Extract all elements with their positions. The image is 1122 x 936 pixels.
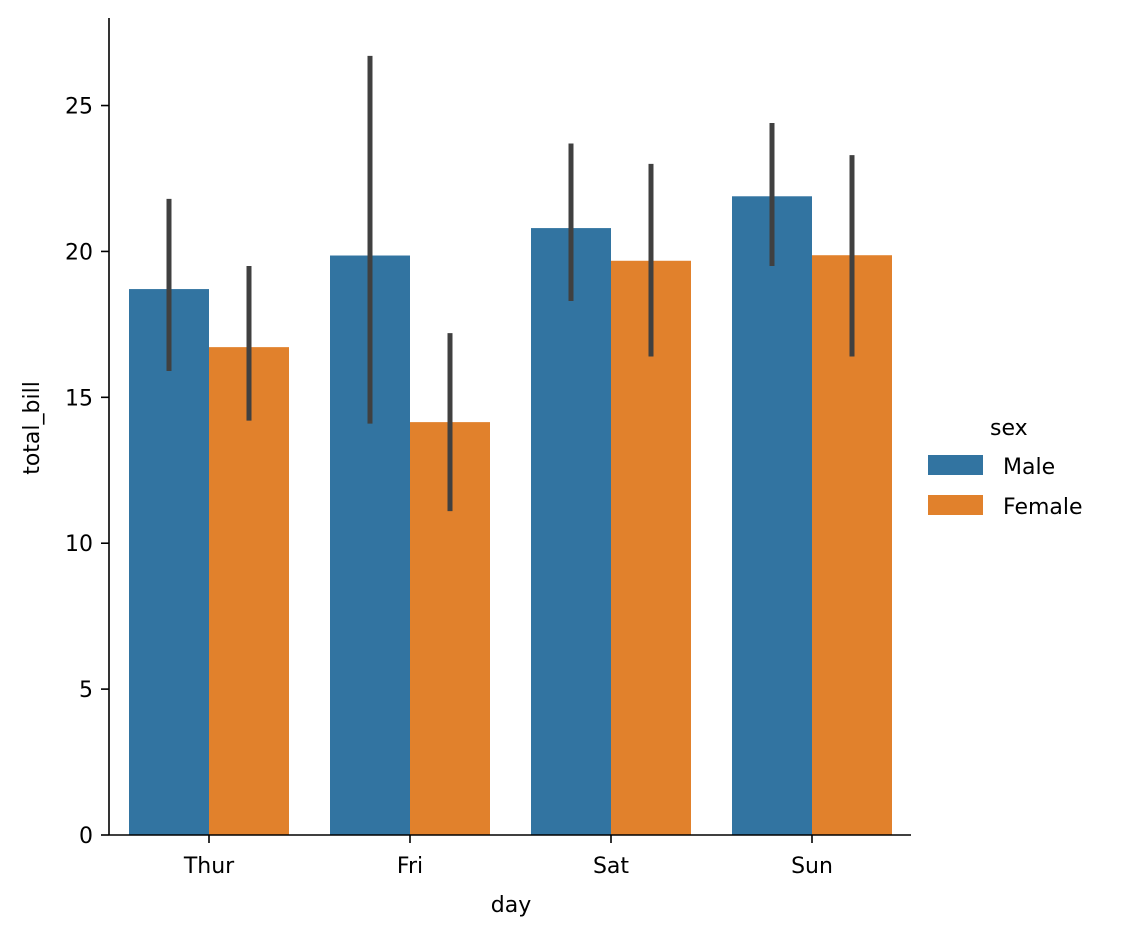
legend-items: Male Female <box>928 455 1083 520</box>
x-tick-label-sun: Sun <box>791 854 833 879</box>
axes-layer <box>108 18 911 836</box>
y-tick-label: 20 <box>65 240 93 265</box>
y-tick-label: 5 <box>79 678 93 703</box>
legend: sex Male Female <box>928 416 1083 520</box>
y-tick-label: 15 <box>65 386 93 411</box>
y-axis-title: total_bill <box>20 381 45 475</box>
legend-swatch-female <box>928 495 983 515</box>
bar-male-thur <box>129 289 209 835</box>
legend-title: sex <box>990 416 1028 441</box>
x-tick-label-sat: Sat <box>593 854 629 879</box>
bar-female-thur <box>209 347 289 835</box>
bar-male-sat <box>531 228 611 836</box>
bar-male-sun <box>732 196 812 835</box>
legend-swatch-male <box>928 455 983 475</box>
bars-layer <box>129 196 892 836</box>
x-tick-label-fri: Fri <box>397 854 423 879</box>
legend-label-female: Female <box>1003 495 1083 520</box>
y-tick-label: 10 <box>65 532 93 557</box>
errorbars-layer <box>166 55 855 512</box>
legend-label-male: Male <box>1003 455 1055 480</box>
y-tick-label: 25 <box>65 95 93 120</box>
x-tick-label-thur: Thur <box>183 854 235 879</box>
x-axis-title: day <box>491 893 531 918</box>
y-tick-label: 0 <box>79 824 93 849</box>
ticks-layer: 0 5 10 15 20 25 Thur Fri Sat Sun <box>65 95 833 879</box>
